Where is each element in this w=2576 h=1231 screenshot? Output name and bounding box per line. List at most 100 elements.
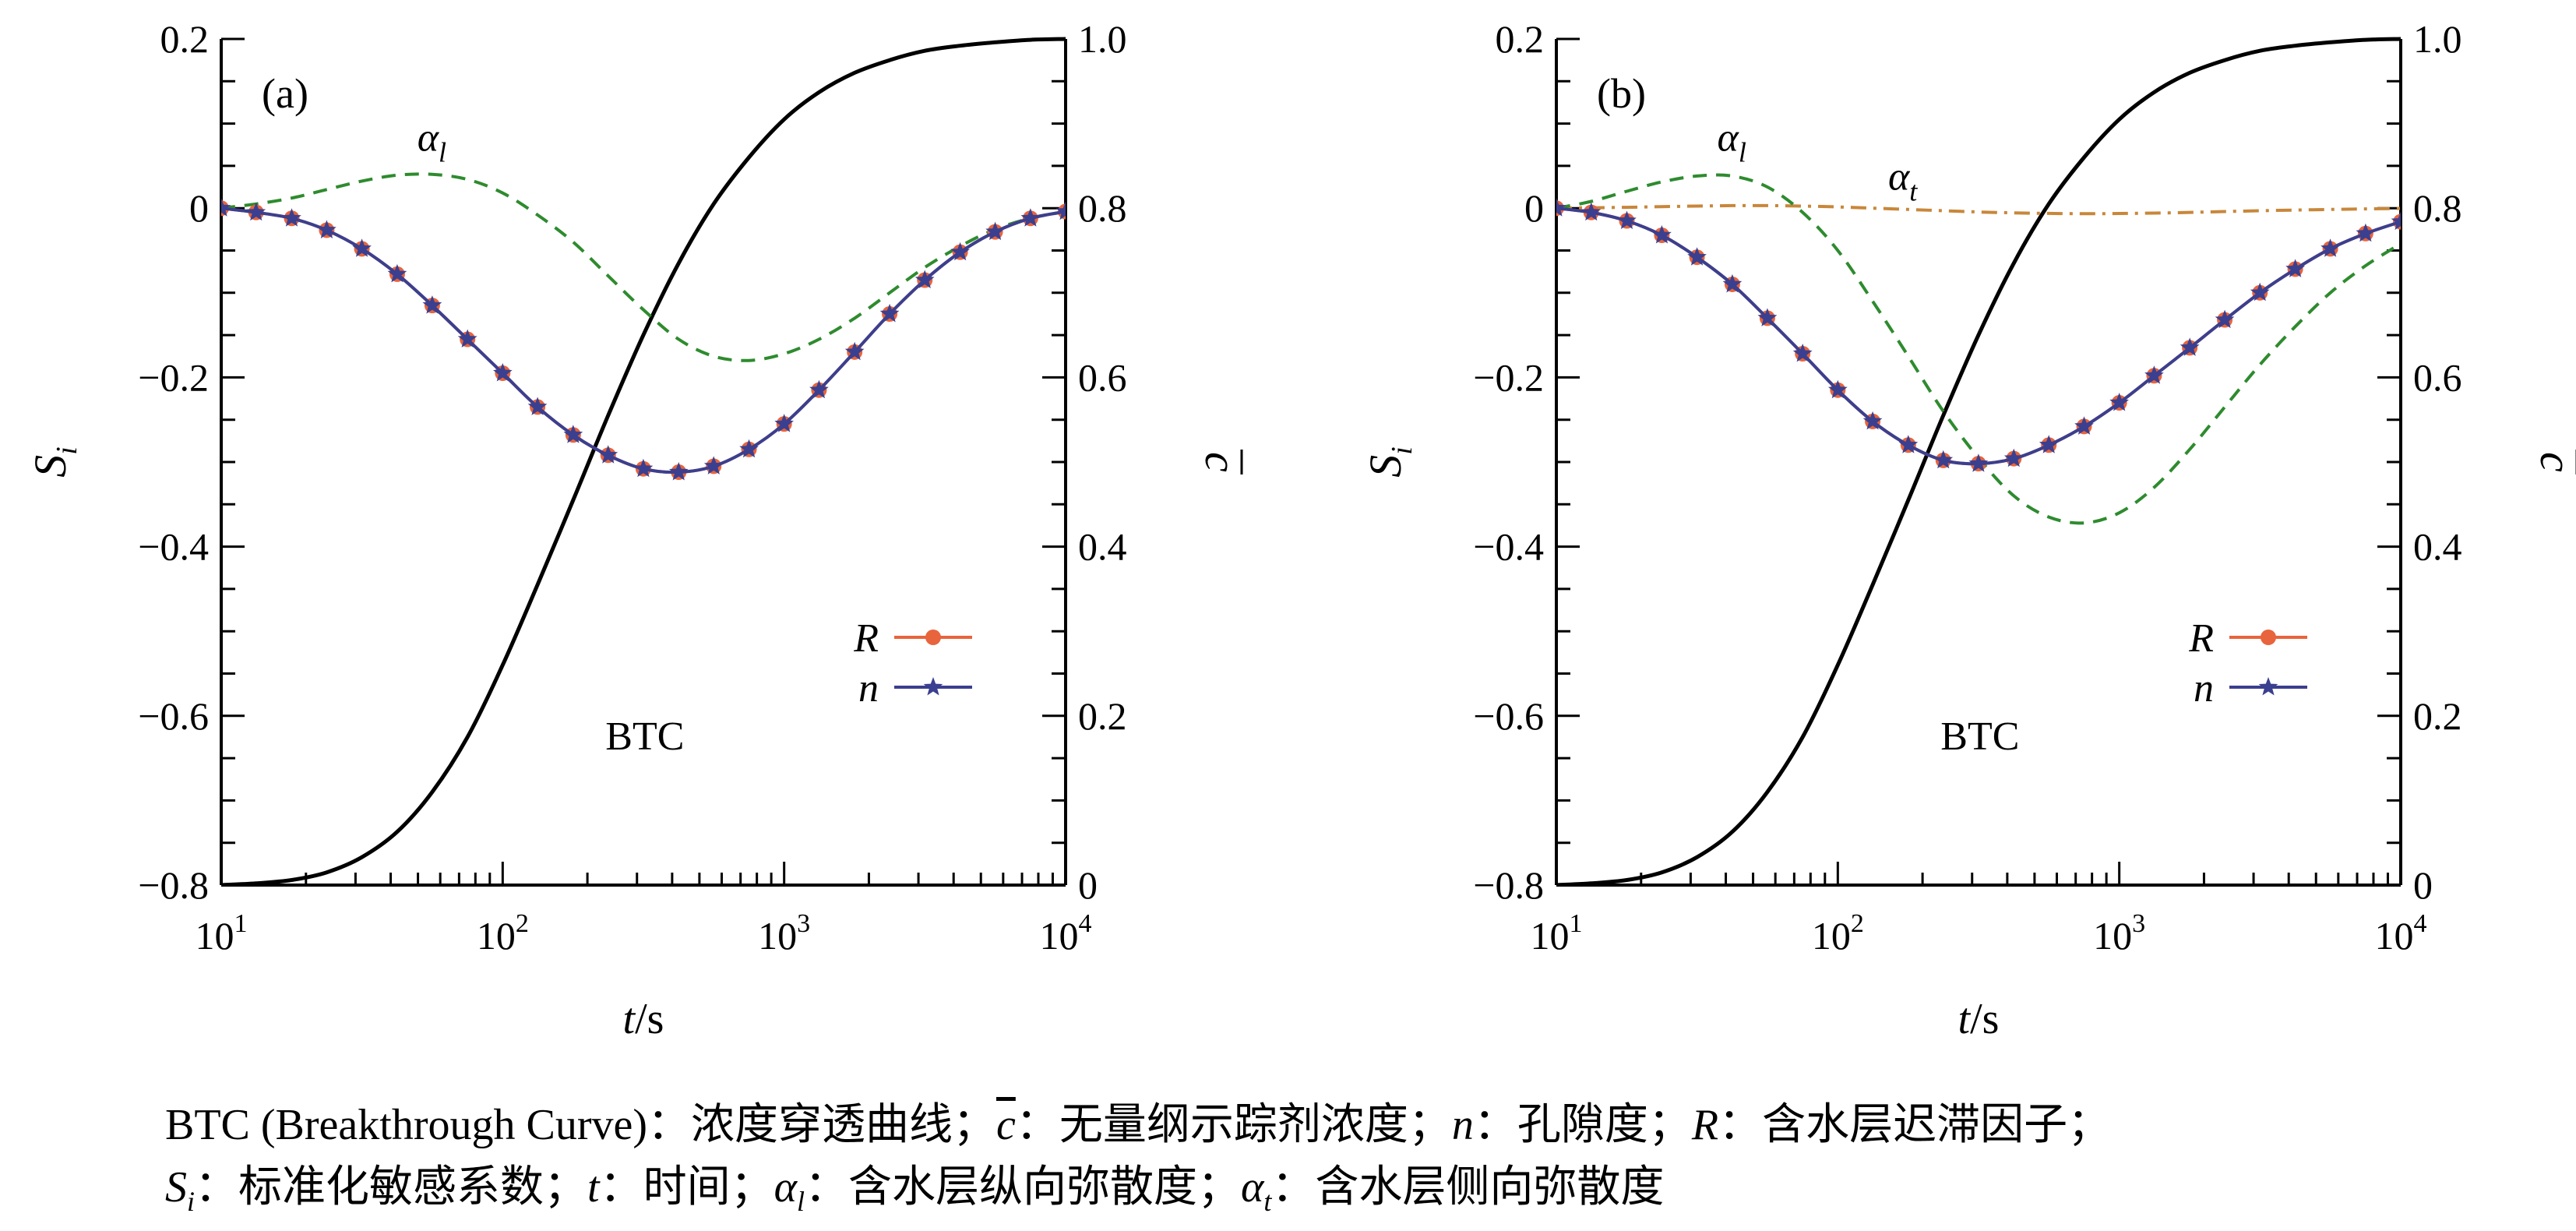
y-right-axis-label: c	[1196, 452, 1246, 472]
series-point-n	[1862, 411, 1883, 430]
caption-s-sub: i	[187, 1186, 196, 1218]
y-left-tick-label: −0.6	[138, 694, 209, 738]
series-line-r	[221, 206, 1066, 474]
series-point-n	[1968, 453, 1989, 472]
y-left-tick-label: 0.2	[1496, 17, 1545, 61]
series-point-n	[246, 202, 266, 221]
series-point-n	[387, 263, 407, 283]
series-point-n	[2180, 337, 2200, 356]
caption-s-text: ：标准化敏感系数；	[195, 1163, 588, 1212]
series-point-n	[2391, 211, 2401, 231]
caption-t-text: ：时间；	[599, 1163, 774, 1212]
y-right-tick-label: 1.0	[1078, 17, 1127, 61]
series-point-n	[1617, 210, 1637, 229]
series-point-n	[2039, 435, 2059, 453]
y-left-axis-label: Si	[1360, 446, 1418, 478]
caption-al-sub: l	[796, 1186, 805, 1218]
series-point-n	[221, 198, 231, 217]
series-point-n	[1828, 379, 1848, 399]
y-left-tick-label: −0.8	[138, 863, 209, 907]
series-point-n	[1898, 435, 1919, 453]
x-tick-label: 102	[1812, 909, 1864, 958]
series-point-n	[1652, 225, 1672, 244]
x-axis-label: t/s	[623, 995, 664, 1043]
series-point-n	[2215, 309, 2235, 329]
caption-r-symbol: R	[1691, 1101, 1719, 1149]
series-point-n	[633, 458, 654, 478]
series-point-n	[1581, 202, 1602, 221]
series-point-n	[2250, 282, 2270, 302]
legend-label-r: R	[853, 616, 879, 661]
y-right-tick-label: 0.2	[2413, 694, 2462, 738]
x-tick-label: 103	[758, 909, 810, 958]
y-right-tick-label: 0	[2413, 863, 2433, 907]
series-line-alpha-t	[1556, 203, 2401, 216]
series-point-n	[317, 220, 337, 238]
series-point-n	[1792, 344, 1813, 362]
legend-marker-r	[2261, 630, 2276, 645]
series-point-n	[2003, 448, 2024, 467]
series-point-n	[563, 425, 583, 443]
caption-r-text: ：含水层迟滞因子；	[1718, 1101, 2112, 1149]
series-line-n	[221, 206, 1066, 474]
series-line-btc	[1556, 37, 2401, 885]
series-point-n	[2074, 416, 2094, 435]
series-line-alpha-l	[221, 172, 1066, 362]
y-right-tick-label: 0.4	[2413, 525, 2462, 569]
y-left-tick-label: 0.2	[160, 17, 210, 61]
caption-s-symbol: S	[165, 1163, 187, 1212]
y-right-tick-label: 0.6	[2413, 355, 2462, 399]
x-tick-label: 101	[1531, 909, 1583, 958]
series-point-n	[1933, 450, 1954, 469]
caption-at-symbol: α	[1241, 1163, 1264, 1212]
series-point-n	[879, 303, 900, 323]
x-tick-label: 102	[477, 909, 529, 958]
y-right-tick-label: 0.6	[1078, 355, 1127, 399]
series-point-n	[422, 295, 442, 314]
series-point-n	[774, 414, 794, 432]
series-point-n	[1722, 273, 1743, 293]
y-left-tick-label: −0.4	[138, 525, 209, 569]
series-line-btc	[221, 37, 1066, 885]
y-left-tick-label: 0	[189, 186, 209, 230]
caption-line-2: Si：标准化敏感系数；t：时间；αl：含水层纵向弥散度；αt：含水层侧向弥散度	[165, 1159, 1664, 1229]
x-tick-label: 104	[1040, 909, 1092, 958]
series-point-n	[457, 329, 477, 347]
y-left-axis-label: Si	[25, 446, 83, 478]
plot-area	[221, 37, 1066, 885]
series-point-n	[809, 379, 829, 399]
series-point-n	[739, 439, 759, 458]
series-point-n	[598, 445, 618, 464]
panel-label: (b)	[1597, 70, 1646, 117]
caption-al-text: ：含水层纵向弥散度；	[805, 1163, 1241, 1212]
y-left-tick-label: −0.4	[1473, 525, 1544, 569]
x-axis-label: t/s	[1958, 995, 2000, 1043]
y-right-tick-label: 0.2	[1078, 694, 1127, 738]
caption-at-sub: t	[1263, 1186, 1272, 1218]
series-point-n	[914, 270, 935, 288]
x-tick-label: 104	[2375, 909, 2427, 958]
series-point-n	[1757, 308, 1778, 326]
legend-label-n: n	[858, 666, 879, 711]
panel-label: (a)	[262, 70, 308, 117]
annotation-btc: BTC	[1940, 714, 2019, 759]
figure: −0.8 −0.6 −0.4 −0.2 0 0.2 0 0.2 0.4 0.6 0.8 1.0 101 1…	[25, 17, 2576, 1043]
series-point-n	[2285, 259, 2305, 277]
series-point-n	[527, 397, 548, 415]
series-point-n	[2109, 393, 2129, 411]
caption-at-text: ：含水层侧向弥散度	[1271, 1163, 1665, 1212]
annotation-alpha-t: αt	[1888, 154, 1918, 206]
x-tick-label: 101	[196, 909, 248, 958]
y-left-tick-label: −0.8	[1473, 863, 1544, 907]
caption-t-symbol: t	[587, 1163, 600, 1212]
y-left-tick-label: −0.2	[1473, 355, 1544, 399]
legend-label-r: R	[2188, 616, 2214, 661]
series-point-n	[2356, 223, 2376, 242]
series-point-n	[2321, 238, 2340, 257]
caption-line-1: BTC (Breakthrough Curve)：浓度穿透曲线；c：无量纲示踪剂…	[165, 1097, 2111, 1153]
caption-c-text: ：无量纲示踪剂浓度；	[1015, 1101, 1452, 1149]
caption-c-symbol: c	[996, 1101, 1016, 1149]
caption-al-symbol: α	[774, 1163, 797, 1212]
series-point-n	[985, 221, 1005, 241]
y-right-axis-label: c	[2531, 452, 2576, 472]
